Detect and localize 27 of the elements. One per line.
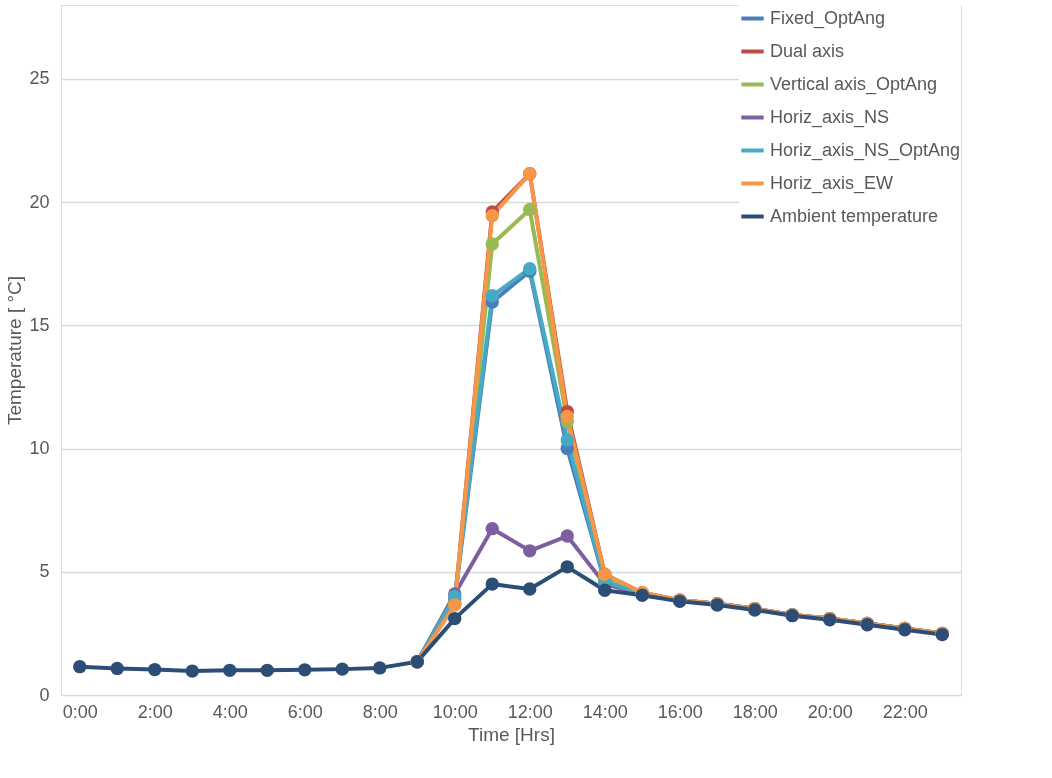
y-tick-label: 0 xyxy=(39,684,50,705)
x-tick-label: 20:00 xyxy=(807,701,853,722)
y-tick-label: 20 xyxy=(29,191,50,212)
x-tick-label: 12:00 xyxy=(507,701,553,722)
y-tick-label: 15 xyxy=(29,314,50,335)
legend-label: Ambient temperature xyxy=(770,205,939,226)
legend-label: Vertical axis_OptAng xyxy=(770,73,938,95)
x-tick-label: 10:00 xyxy=(432,701,478,722)
x-tick-label: 4:00 xyxy=(212,701,248,722)
legend-label: Horiz_axis_NS xyxy=(770,106,890,128)
x-tick-label: 18:00 xyxy=(732,701,778,722)
x-tick-label: 14:00 xyxy=(582,701,628,722)
x-tick-label: 16:00 xyxy=(657,701,703,722)
x-tick-label: 2:00 xyxy=(137,701,173,722)
y-tick-label: 5 xyxy=(39,561,50,582)
x-axis-title: Time [Hrs] xyxy=(468,723,555,745)
legend-label: Horiz_axis_EW xyxy=(770,172,894,194)
x-tick-label: 6:00 xyxy=(287,701,323,722)
y-axis-title: Temperature [ °C] xyxy=(4,275,26,426)
y-tick-label: 10 xyxy=(29,438,50,459)
x-tick-label: 22:00 xyxy=(882,701,928,722)
x-tick-label: 0:00 xyxy=(62,701,98,722)
legend-label: Dual axis xyxy=(770,40,845,61)
y-tick-label: 25 xyxy=(29,68,50,89)
legend-label: Horiz_axis_NS_OptAng xyxy=(770,139,961,161)
legend-label: Fixed_OptAng xyxy=(770,7,886,29)
x-tick-label: 8:00 xyxy=(362,701,398,722)
